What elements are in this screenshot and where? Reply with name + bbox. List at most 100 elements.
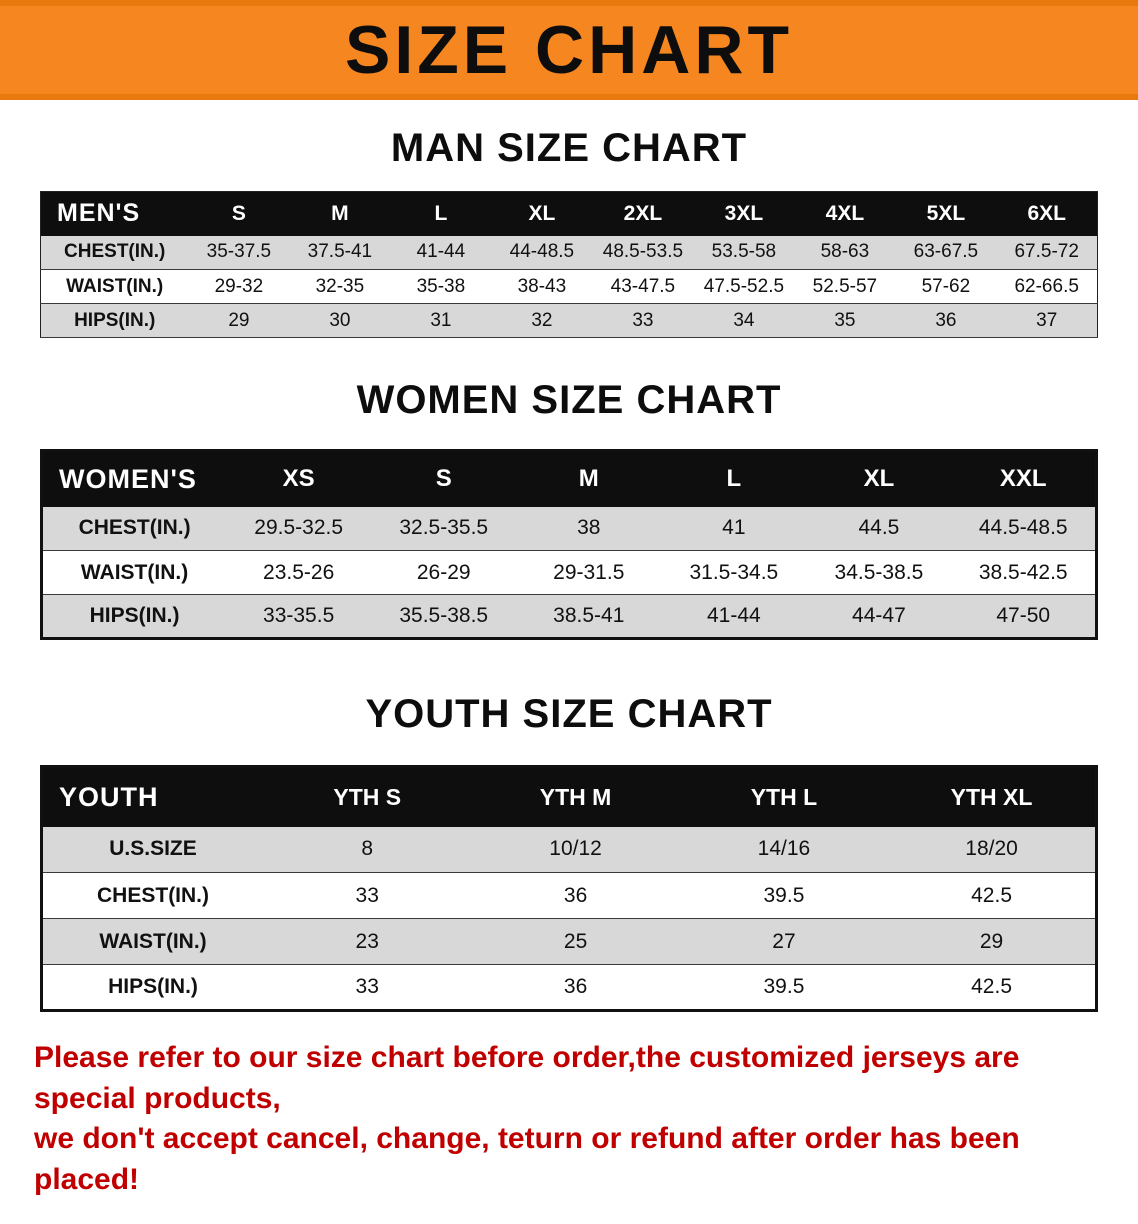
size-cell: 35 bbox=[794, 303, 896, 338]
row-label: HIPS(IN.) bbox=[41, 964, 264, 1011]
size-cell: 44.5 bbox=[806, 506, 952, 551]
size-cell: 8 bbox=[263, 826, 472, 873]
size-cell: 38.5-42.5 bbox=[951, 550, 1097, 595]
size-cell: 29-31.5 bbox=[516, 550, 662, 595]
size-col-header: YTH M bbox=[471, 766, 680, 827]
size-cell: 35.5-38.5 bbox=[371, 594, 517, 639]
row-label: HIPS(IN.) bbox=[40, 303, 189, 338]
women-chest-row: CHEST(IN.) 29.5-32.5 32.5-35.5 38 41 44.… bbox=[41, 506, 1097, 551]
youth-corner-label: YOUTH bbox=[41, 766, 264, 827]
men-section: MAN SIZE CHART MEN'S S M L XL 2XL 3XL 4X… bbox=[0, 126, 1138, 338]
size-col-header: XL bbox=[806, 450, 952, 507]
size-cell: 42.5 bbox=[888, 872, 1097, 919]
size-col-header: XXL bbox=[951, 450, 1097, 507]
row-label: U.S.SIZE bbox=[41, 826, 264, 873]
row-label: CHEST(IN.) bbox=[41, 506, 227, 551]
men-size-table: MEN'S S M L XL 2XL 3XL 4XL 5XL 6XL CHEST… bbox=[40, 191, 1098, 338]
row-label: WAIST(IN.) bbox=[41, 550, 227, 595]
size-cell: 36 bbox=[471, 964, 680, 1011]
size-cell: 23.5-26 bbox=[226, 550, 372, 595]
row-label: HIPS(IN.) bbox=[41, 594, 227, 639]
size-cell: 27 bbox=[679, 918, 889, 965]
size-cell: 38.5-41 bbox=[516, 594, 662, 639]
size-col-header: L bbox=[661, 450, 807, 507]
size-cell: 53.5-58 bbox=[693, 235, 795, 270]
size-cell: 48.5-53.5 bbox=[592, 235, 694, 270]
youth-heading: YOUTH SIZE CHART bbox=[365, 692, 773, 736]
size-cell: 37 bbox=[996, 303, 1098, 338]
size-cell: 18/20 bbox=[888, 826, 1097, 873]
size-cell: 57-62 bbox=[895, 269, 997, 304]
row-label: CHEST(IN.) bbox=[40, 235, 189, 270]
men-chest-row: CHEST(IN.) 35-37.5 37.5-41 41-44 44-48.5… bbox=[40, 235, 1098, 270]
size-cell: 29 bbox=[888, 918, 1097, 965]
size-col-header: M bbox=[289, 191, 391, 236]
size-cell: 47.5-52.5 bbox=[693, 269, 795, 304]
size-cell: 10/12 bbox=[471, 826, 680, 873]
size-col-header: 2XL bbox=[592, 191, 694, 236]
size-cell: 52.5-57 bbox=[794, 269, 896, 304]
size-col-header: XL bbox=[491, 191, 593, 236]
size-cell: 32 bbox=[491, 303, 593, 338]
size-col-header: M bbox=[516, 450, 662, 507]
size-cell: 67.5-72 bbox=[996, 235, 1098, 270]
size-cell: 29-32 bbox=[188, 269, 290, 304]
size-col-header: L bbox=[390, 191, 492, 236]
size-cell: 35-37.5 bbox=[188, 235, 290, 270]
size-cell: 29 bbox=[188, 303, 290, 338]
size-cell: 41 bbox=[661, 506, 807, 551]
size-cell: 41-44 bbox=[390, 235, 492, 270]
size-cell: 33 bbox=[592, 303, 694, 338]
youth-header-row: YOUTH YTH S YTH M YTH L YTH XL bbox=[41, 766, 1097, 827]
size-cell: 42.5 bbox=[888, 964, 1097, 1011]
size-col-header: 6XL bbox=[996, 191, 1098, 236]
size-cell: 38 bbox=[516, 506, 662, 551]
women-size-table: WOMEN'S XS S M L XL XXL CHEST(IN.) 29.5-… bbox=[40, 449, 1098, 640]
size-cell: 39.5 bbox=[679, 872, 889, 919]
row-label: CHEST(IN.) bbox=[41, 872, 264, 919]
size-cell: 39.5 bbox=[679, 964, 889, 1011]
disclaimer-line-1: Please refer to our size chart before or… bbox=[34, 1041, 1020, 1115]
youth-section: YOUTH SIZE CHART YOUTH YTH S YTH M YTH L… bbox=[0, 692, 1138, 1012]
size-cell: 41-44 bbox=[661, 594, 807, 639]
size-cell: 30 bbox=[289, 303, 391, 338]
size-cell: 29.5-32.5 bbox=[226, 506, 372, 551]
youth-chest-row: CHEST(IN.) 33 36 39.5 42.5 bbox=[41, 872, 1097, 919]
size-cell: 63-67.5 bbox=[895, 235, 997, 270]
size-col-header: YTH XL bbox=[888, 766, 1097, 827]
youth-hips-row: HIPS(IN.) 33 36 39.5 42.5 bbox=[41, 964, 1097, 1011]
size-cell: 44-48.5 bbox=[491, 235, 593, 270]
women-waist-row: WAIST(IN.) 23.5-26 26-29 29-31.5 31.5-34… bbox=[41, 550, 1097, 595]
size-col-header: S bbox=[371, 450, 517, 507]
size-cell: 23 bbox=[263, 918, 472, 965]
size-cell: 34.5-38.5 bbox=[806, 550, 952, 595]
size-cell: 35-38 bbox=[390, 269, 492, 304]
size-col-header: S bbox=[188, 191, 290, 236]
size-col-header: YTH L bbox=[679, 766, 889, 827]
size-col-header: YTH S bbox=[263, 766, 472, 827]
size-cell: 14/16 bbox=[679, 826, 889, 873]
disclaimer-line-2: we don't accept cancel, change, teturn o… bbox=[34, 1122, 1020, 1196]
size-cell: 26-29 bbox=[371, 550, 517, 595]
size-cell: 32-35 bbox=[289, 269, 391, 304]
size-cell: 44.5-48.5 bbox=[951, 506, 1097, 551]
size-cell: 37.5-41 bbox=[289, 235, 391, 270]
row-label: WAIST(IN.) bbox=[41, 918, 264, 965]
women-header-row: WOMEN'S XS S M L XL XXL bbox=[41, 450, 1097, 507]
men-waist-row: WAIST(IN.) 29-32 32-35 35-38 38-43 43-47… bbox=[40, 269, 1098, 304]
women-heading: WOMEN SIZE CHART bbox=[356, 378, 782, 422]
size-cell: 36 bbox=[895, 303, 997, 338]
size-cell: 47-50 bbox=[951, 594, 1097, 639]
men-heading: MAN SIZE CHART bbox=[390, 126, 748, 170]
women-section: WOMEN SIZE CHART WOMEN'S XS S M L XL XXL bbox=[0, 378, 1138, 640]
row-label: WAIST(IN.) bbox=[40, 269, 189, 304]
men-hips-row: HIPS(IN.) 29 30 31 32 33 34 35 36 37 bbox=[40, 303, 1098, 338]
size-cell: 58-63 bbox=[794, 235, 896, 270]
size-col-header: 3XL bbox=[693, 191, 795, 236]
youth-size-table: YOUTH YTH S YTH M YTH L YTH XL U.S.SIZE … bbox=[40, 765, 1098, 1012]
size-col-header: 5XL bbox=[895, 191, 997, 236]
size-col-header: 4XL bbox=[794, 191, 896, 236]
size-cell: 33-35.5 bbox=[226, 594, 372, 639]
women-hips-row: HIPS(IN.) 33-35.5 35.5-38.5 38.5-41 41-4… bbox=[41, 594, 1097, 639]
